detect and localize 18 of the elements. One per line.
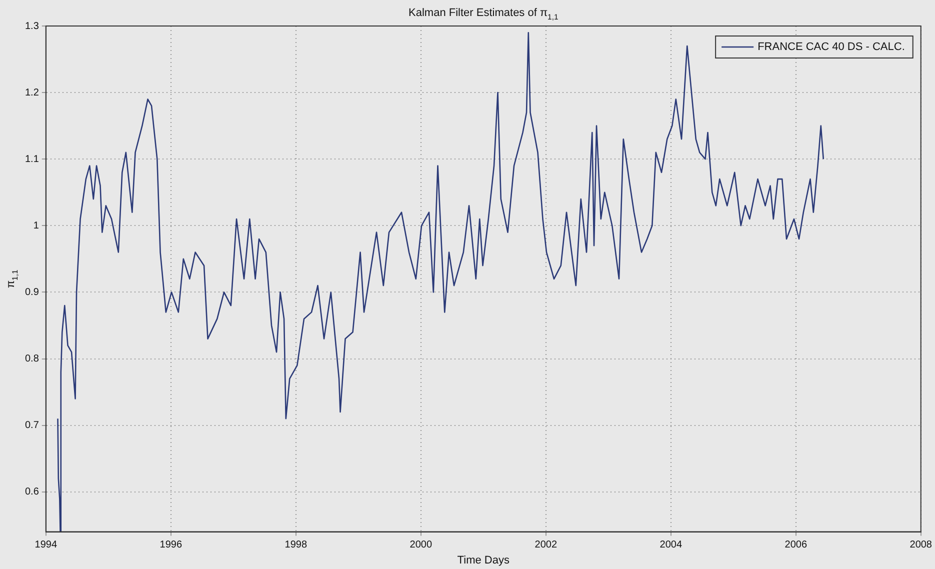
x-tick-label: 2008	[910, 540, 932, 551]
y-tick-label: 1.3	[24, 20, 40, 32]
x-tick-label: 2006	[784, 540, 808, 551]
x-tick-label: 1994	[34, 540, 58, 551]
y-tick-label: 0.8	[24, 354, 40, 365]
y-tick-label: 0.6	[24, 486, 40, 498]
x-axis-title: Time Days	[457, 554, 510, 566]
y-tick-label: 1	[33, 220, 40, 232]
y-tick-label: 1.1	[24, 154, 40, 165]
x-tick-label: 1998	[284, 540, 308, 551]
legend-label: FRANCE CAC 40 DS - CALC.	[758, 41, 905, 54]
x-tick-label: 2000	[410, 540, 432, 551]
y-tick-label: 0.7	[24, 420, 40, 432]
x-tick-label: 2004	[660, 540, 682, 551]
x-tick-label: 2002	[534, 540, 558, 551]
y-tick-label: 0.9	[24, 286, 40, 298]
x-tick-label: 1996	[160, 540, 182, 551]
y-tick-label: 1.2	[24, 87, 40, 98]
